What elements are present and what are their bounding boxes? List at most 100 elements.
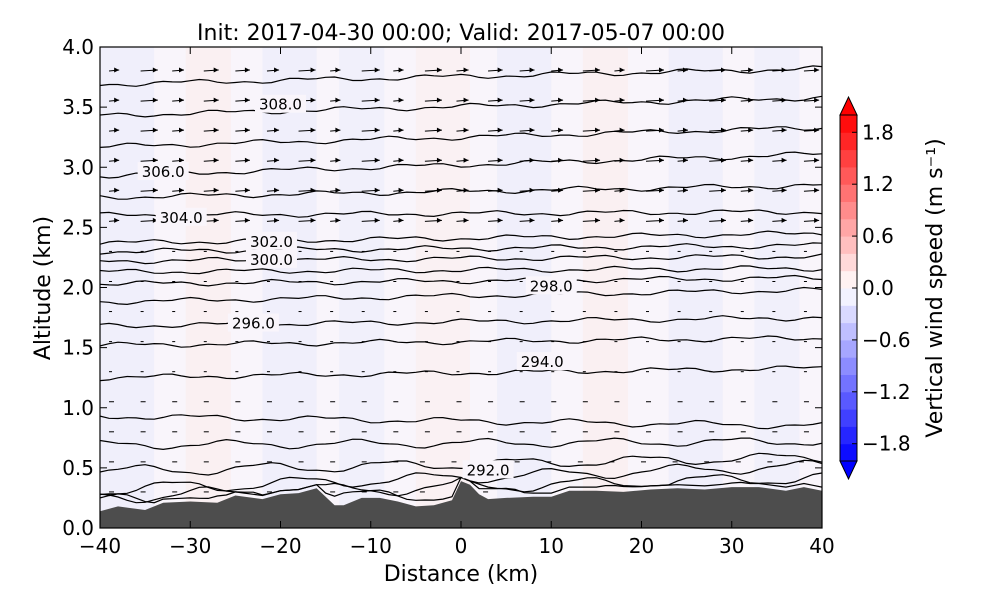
- contour-line: [100, 126, 822, 148]
- contour-line: [100, 151, 822, 179]
- wind-vector-head: [814, 187, 820, 193]
- colorbar-swatch: [840, 409, 857, 427]
- wind-vector-head: [114, 217, 120, 223]
- wind-vector-head: [335, 157, 341, 163]
- wind-vector-head: [558, 157, 564, 163]
- colorbar-tick-label: −1.8: [862, 432, 911, 456]
- wind-vector-head: [814, 127, 820, 133]
- y-axis-label: Altitude (km): [31, 216, 56, 360]
- wind-vector-head: [748, 97, 754, 103]
- wind-vector-head: [335, 97, 341, 103]
- contour-label-bg: [227, 313, 279, 332]
- wind-vector-head: [720, 67, 726, 73]
- contour-label-bg: [155, 207, 207, 226]
- colorbar-swatch: [840, 322, 857, 341]
- wind-vector-head: [244, 67, 250, 73]
- terrain: [100, 481, 822, 528]
- wind-vector-head: [335, 217, 341, 223]
- contour-label: 292.0: [467, 461, 510, 479]
- wind-vector-head: [814, 157, 820, 163]
- wind-vectors: [108, 67, 820, 493]
- wind-vector-head: [497, 97, 503, 103]
- colorbar-tick-label: 0.0: [862, 276, 894, 300]
- contour-line: [100, 315, 822, 329]
- wind-vector-head: [529, 97, 535, 103]
- colorbar: −1.8 −1.2 −0.6 0.0 0.6 1.2 1.8: [839, 95, 911, 481]
- wind-vector-head: [436, 187, 442, 193]
- contour-label: 300.0: [250, 251, 293, 269]
- wind-vector-head: [178, 127, 184, 133]
- wind-vector-head: [781, 127, 787, 133]
- wind-vector-head: [114, 127, 120, 133]
- wind-vector-head: [748, 157, 754, 163]
- wind-vector-head: [244, 217, 250, 223]
- wind-vector-head: [213, 187, 219, 193]
- wind-vector-head: [720, 127, 726, 133]
- wind-vector-head: [658, 217, 664, 223]
- wind-vector-head: [436, 67, 442, 73]
- x-tick-label: −10: [350, 534, 392, 558]
- wind-vector-head: [398, 217, 404, 223]
- contour-line: [100, 253, 822, 265]
- wind-vector-head: [213, 97, 219, 103]
- x-tick-label: 30: [719, 534, 744, 558]
- x-tick-label: 20: [629, 534, 654, 558]
- contour-label-bg: [462, 460, 514, 479]
- contour-label: 296.0: [232, 315, 275, 333]
- colorbar-swatch: [840, 132, 857, 151]
- contour-label-bg: [516, 352, 568, 371]
- wind-vector-head: [374, 217, 380, 223]
- wind-vector-head: [748, 67, 754, 73]
- wind-vector-head: [244, 97, 250, 103]
- wind-vector-head: [213, 67, 219, 73]
- wind-vector-head: [398, 67, 404, 73]
- contour-line: [100, 452, 822, 476]
- contour-label: 306.0: [142, 163, 185, 181]
- wind-vector-head: [658, 97, 664, 103]
- contour-line: [100, 183, 822, 200]
- y-tick-label: 2.0: [62, 276, 94, 300]
- wind-vector-head: [274, 67, 280, 73]
- colorbar-swatch: [840, 391, 857, 410]
- wind-vector-head: [558, 217, 564, 223]
- colorbar-swatch: [840, 184, 857, 202]
- wind-vector-head: [595, 67, 601, 73]
- wind-vector-head: [497, 127, 503, 133]
- wind-vector-head: [682, 127, 688, 133]
- wind-vector-head: [781, 157, 787, 163]
- wind-vector-head: [558, 127, 564, 133]
- wind-vector-head: [529, 187, 535, 193]
- wind-vector-head: [114, 97, 120, 103]
- wind-vector-head: [658, 187, 664, 193]
- colorbar-swatch: [840, 166, 857, 185]
- colorbar-swatch: [840, 443, 857, 462]
- wind-vector-head: [463, 217, 469, 223]
- contour-line: [100, 437, 822, 451]
- wind-vector-head: [178, 187, 184, 193]
- wind-vector-head: [152, 217, 158, 223]
- wind-vector-head: [374, 127, 380, 133]
- contour-line: [100, 265, 822, 275]
- wind-vector-head: [213, 217, 219, 223]
- wind-vector-head: [497, 157, 503, 163]
- wind-vector-head: [244, 127, 250, 133]
- colorbar-swatch: [840, 218, 857, 237]
- contour-label-bg: [245, 249, 297, 268]
- wind-vector-head: [310, 217, 316, 223]
- colorbar-tick-label: 0.6: [862, 224, 894, 248]
- wind-vector-head: [274, 187, 280, 193]
- wind-vector-head: [558, 67, 564, 73]
- wind-vector-head: [781, 187, 787, 193]
- wind-vector-head: [152, 187, 158, 193]
- x-tick-label: −20: [259, 534, 301, 558]
- wind-vector-head: [497, 187, 503, 193]
- y-tick-label: 0.0: [62, 516, 94, 540]
- contour-label-bg: [255, 94, 306, 113]
- colorbar-extend-top: [839, 95, 858, 116]
- contour-line: [100, 242, 822, 255]
- wind-vector-head: [335, 187, 341, 193]
- wind-vector-head: [114, 187, 120, 193]
- contour-line: [100, 414, 822, 430]
